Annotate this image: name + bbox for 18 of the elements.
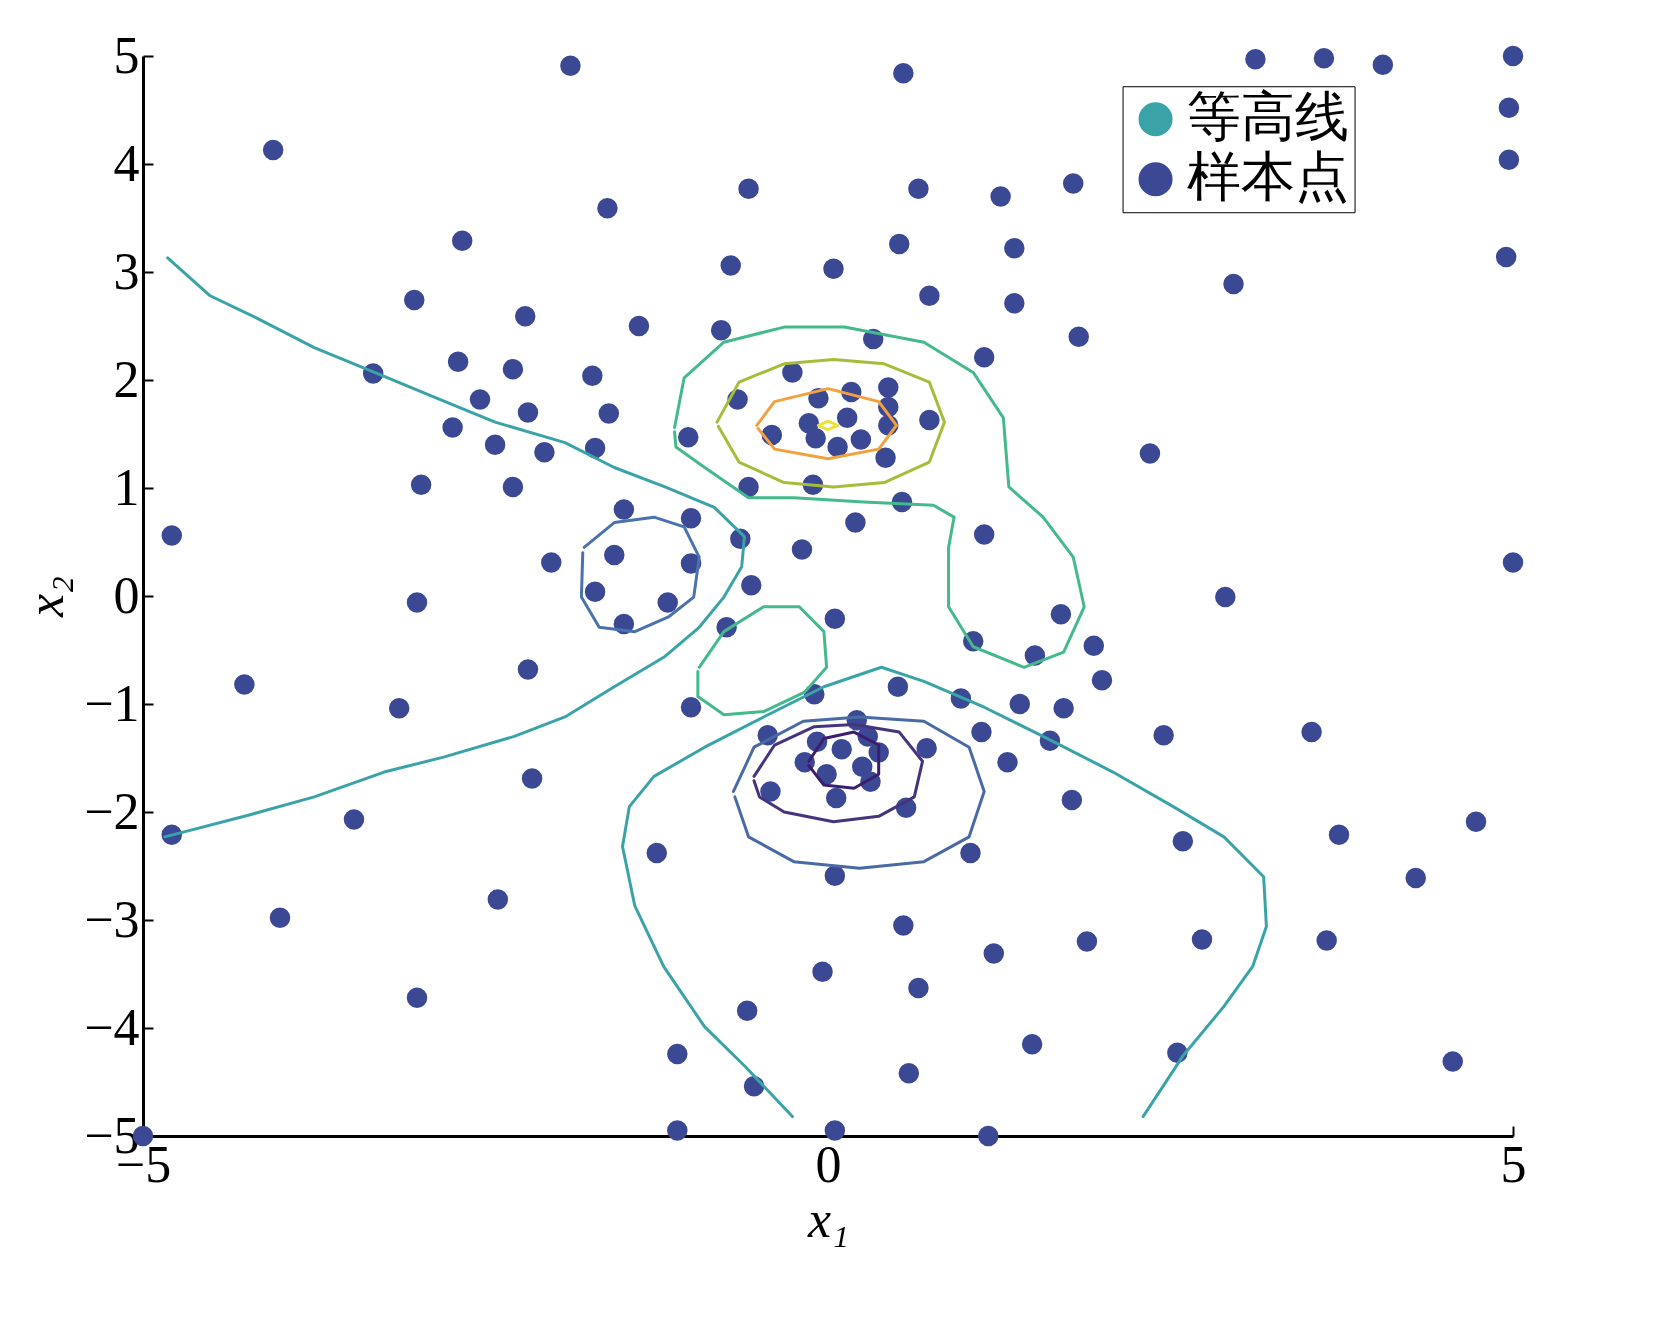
legend-label: 样本点 <box>1186 147 1349 208</box>
x-tick-label: 5 <box>1500 1135 1527 1193</box>
y-tick-label: 1 <box>113 458 140 516</box>
y-tick-label: −4 <box>84 998 140 1056</box>
line-series <box>621 665 1268 1119</box>
x-axis-title: x₁ <box>806 1190 850 1248</box>
y-tick-label: −1 <box>84 674 140 732</box>
y-axis-title: x₂ <box>17 575 75 619</box>
y-tick-label: 3 <box>113 242 140 300</box>
x-tick-label: 0 <box>815 1135 842 1193</box>
line-series <box>715 357 946 489</box>
y-tick-label: 0 <box>113 566 140 624</box>
y-tick-label: −2 <box>84 782 140 840</box>
legend-label: 等高线 <box>1186 87 1349 148</box>
y-tick-label: 2 <box>113 350 140 408</box>
y-tick-label: −3 <box>84 890 140 948</box>
y-tick-label: 4 <box>113 134 140 192</box>
y-tick-label: 5 <box>113 26 140 84</box>
